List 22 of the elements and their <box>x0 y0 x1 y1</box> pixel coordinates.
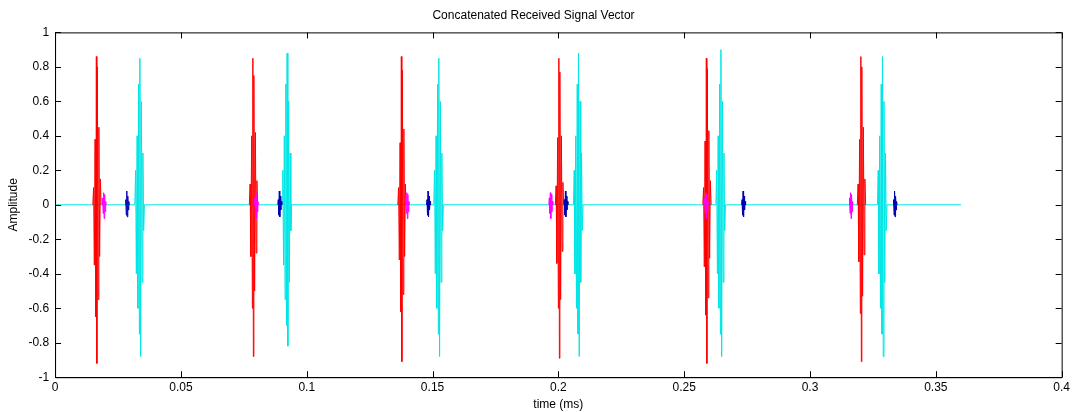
y-tick-label: -1 <box>38 369 50 384</box>
x-tick-label: 0.2 <box>550 379 568 394</box>
y-tick-label: -0.8 <box>28 335 50 350</box>
x-tick-label: 0.15 <box>420 379 445 394</box>
y-tick-label: 0 <box>42 197 50 212</box>
y-tick-label: 0.6 <box>32 93 50 108</box>
x-tick-label: 0.4 <box>1053 379 1071 394</box>
x-axis-title: time (ms) <box>533 397 584 412</box>
x-tick-label: 0.05 <box>169 379 193 394</box>
x-tick-label: 0.1 <box>298 379 316 394</box>
y-tick-label: -0.6 <box>28 300 50 315</box>
y-tick-label: -0.2 <box>28 231 50 246</box>
x-tick-label: 0.3 <box>801 379 819 394</box>
y-tick-label: 0.2 <box>32 162 50 177</box>
x-tick-label: 0.25 <box>672 379 697 394</box>
y-tick-label: 1 <box>42 24 50 39</box>
y-axis-title: Amplitude <box>5 177 20 232</box>
chart-title: Concatenated Received Signal Vector <box>432 7 635 22</box>
x-tick-label: 0.35 <box>924 379 948 394</box>
y-tick-label: 0.4 <box>32 128 50 143</box>
y-tick-label: -0.4 <box>28 266 50 281</box>
y-tick-label: 0.8 <box>32 59 50 74</box>
